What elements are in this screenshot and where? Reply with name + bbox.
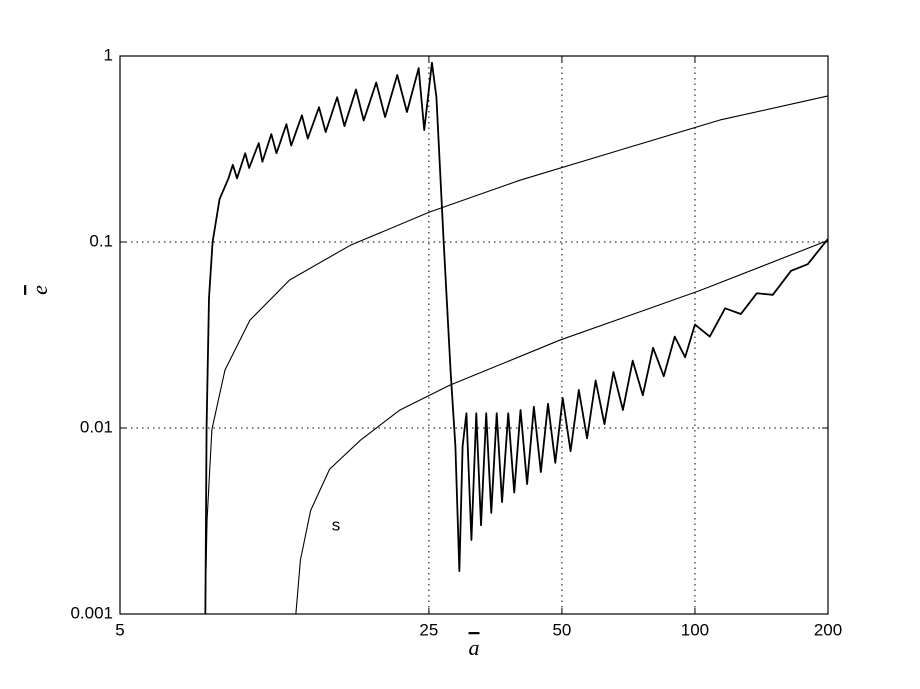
- series-line: [204, 95, 829, 615]
- series-line: [204, 61, 829, 615]
- x-axis-label: a: [469, 635, 480, 660]
- x-tick-label: 200: [814, 620, 842, 639]
- x-tick-label: 100: [681, 620, 709, 639]
- y-tick-label: 0.1: [89, 231, 113, 250]
- y-tick-label: 0.01: [80, 417, 113, 436]
- x-tick-label: 5: [115, 620, 124, 639]
- x-tick-label: 25: [419, 620, 438, 639]
- x-tick-label: 50: [552, 620, 571, 639]
- y-tick-label: 1: [104, 45, 113, 64]
- y-tick-label: 0.001: [70, 603, 113, 622]
- plot-frame: [119, 55, 829, 615]
- y-axis-label: e: [27, 285, 52, 295]
- annotation: s: [332, 515, 341, 534]
- series-line: [295, 239, 829, 615]
